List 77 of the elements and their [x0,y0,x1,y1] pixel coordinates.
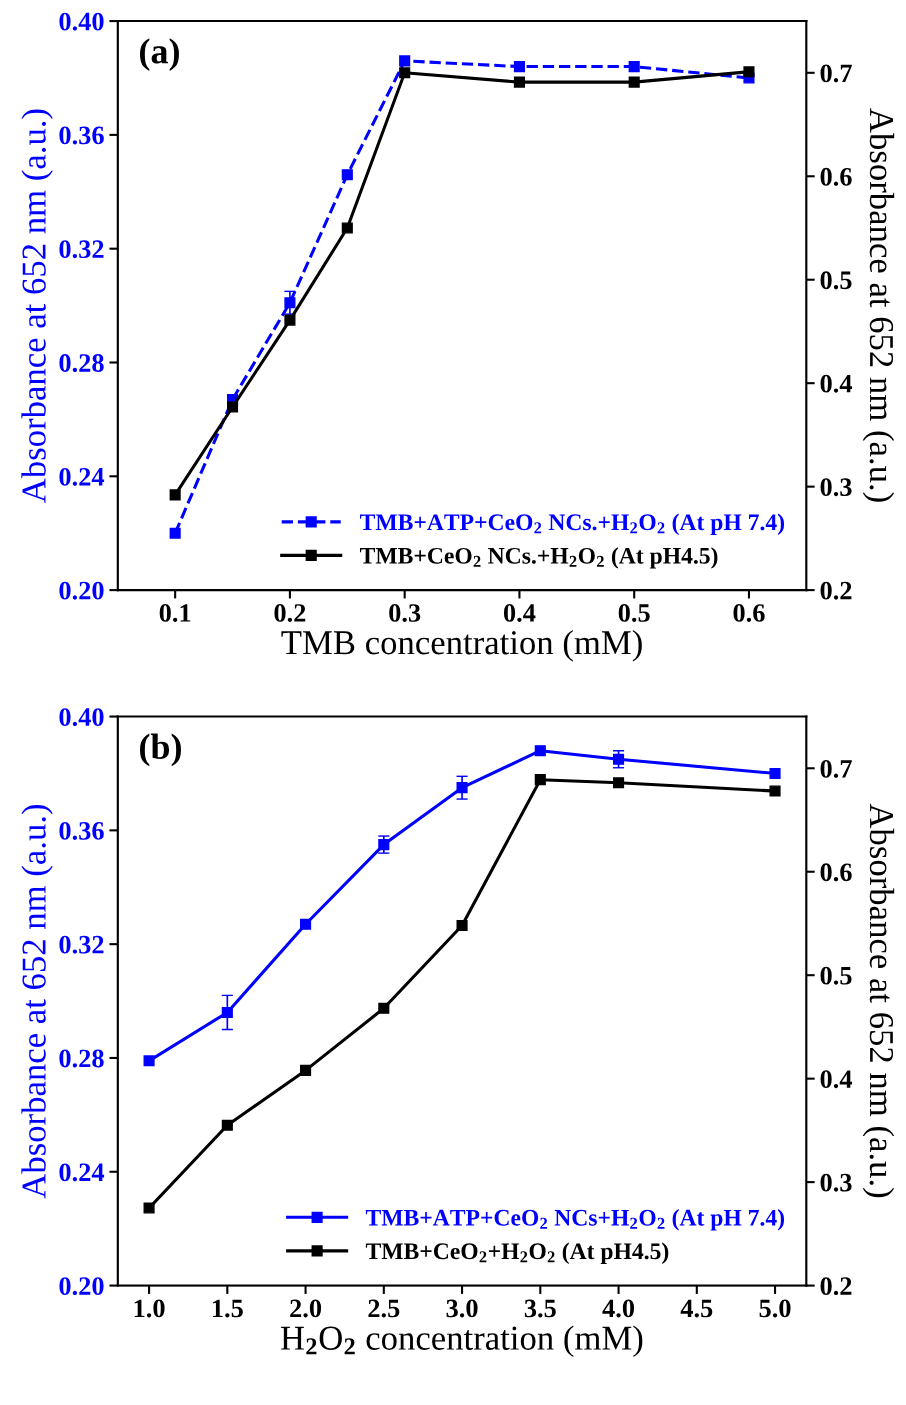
point [513,76,525,88]
point [169,527,181,539]
point [743,66,755,78]
x-tick-label: 5.0 [759,1299,791,1318]
point [399,67,411,79]
legend-label: TMB+ATP+CeO$_{2}$ NCs+H$_{2}$O$_{2}$ (At pH 7.4) [365,1209,785,1231]
y-tick-label: 0.32 [59,240,104,259]
x-tick-label: 0.5 [618,604,650,622]
x-tick-label: 2.5 [368,1299,400,1318]
annotation: (b) [140,733,181,767]
y-tick-label: 0.24 [59,467,105,486]
y2-tick-label: 0.4 [820,1070,853,1089]
y2-tick-label: 0.6 [820,167,852,186]
x-tick-label: 0.3 [389,604,421,622]
point [300,918,312,930]
point [628,76,640,88]
y-tick-label: 0.20 [59,581,104,600]
legend-label: TMB+CeO$_{2}$+H$_{2}$O$_{2}$ (At pH4.5) [365,1242,669,1265]
point [534,774,546,786]
legend-label: TMB+ATP+CeO$_{2}$ NCs.+H$_{2}$O$_{2}$ (At pH 7.4) [359,513,785,536]
point [513,61,525,73]
x-tick-label: 2.0 [290,1299,322,1318]
point [284,314,296,326]
point [143,1055,155,1067]
x-tick-label: 3.5 [524,1299,556,1318]
y-tick-label: 0.20 [59,1277,104,1296]
x-tick-label: 1.0 [134,1299,165,1318]
x-tick-label: 1.5 [212,1299,243,1318]
y-tick-label: 0.40 [59,12,104,31]
point [769,767,781,780]
legend-label: TMB+CeO$_{2}$ NCs.+H$_{2}$O$_{2}$ (At pH4.5) [359,547,718,569]
point [300,1064,312,1076]
y-tick-label: 0.36 [59,126,104,145]
y2-tick-label: 0.3 [820,1173,852,1192]
x-axis-title: TMB concentration (mM) [281,630,642,662]
y2-tick-label: 0.7 [820,759,852,778]
point [534,745,546,757]
y-axis-title: Absorbance at 652 nm (a.u.) [21,804,53,1199]
y2-axis-title: Absorbance at 652 nm (a.u.) [862,108,895,502]
x-tick-label: 4.5 [680,1299,713,1318]
y2-tick-label: 0.5 [820,271,852,290]
x-tick-label: 0.1 [159,604,191,622]
y2-tick-label: 0.7 [820,64,852,83]
x-tick-label: 0.6 [733,604,765,622]
point [769,785,781,797]
point [169,489,181,501]
y2-tick-label: 0.2 [820,1277,852,1296]
x-axis-title: H$_{2}$O$_{2}$ concentration (mM) [280,1325,643,1357]
point [341,222,353,234]
point [341,169,353,181]
point [221,1119,233,1131]
x-tick-label: 0.2 [274,604,306,622]
y2-tick-label: 0.3 [820,478,852,497]
point [143,1202,155,1214]
point [456,919,468,932]
point [612,777,625,789]
x-tick-label: 4.0 [602,1299,635,1318]
point [378,1002,390,1014]
y2-tick-label: 0.4 [820,374,853,393]
y-tick-label: 0.40 [59,708,104,727]
point [399,55,411,67]
y2-tick-label: 0.2 [820,581,852,600]
annotation: (a) [140,38,179,71]
point [612,753,625,765]
y-tick-label: 0.36 [59,821,104,840]
point [628,61,640,73]
y-tick-label: 0.28 [59,354,104,373]
x-tick-label: 0.4 [503,604,536,622]
y2-axis-title: Absorbance at 652 nm (a.u.) [862,803,895,1198]
y2-tick-label: 0.6 [820,863,852,882]
point [226,401,239,413]
y2-tick-label: 0.5 [820,966,852,985]
y-tick-label: 0.28 [59,1049,104,1068]
y-tick-label: 0.24 [59,1163,105,1182]
y-axis-title: Absorbance at 652 nm (a.u.) [21,109,53,503]
y-tick-label: 0.32 [59,935,104,954]
x-tick-label: 3.0 [446,1299,478,1318]
